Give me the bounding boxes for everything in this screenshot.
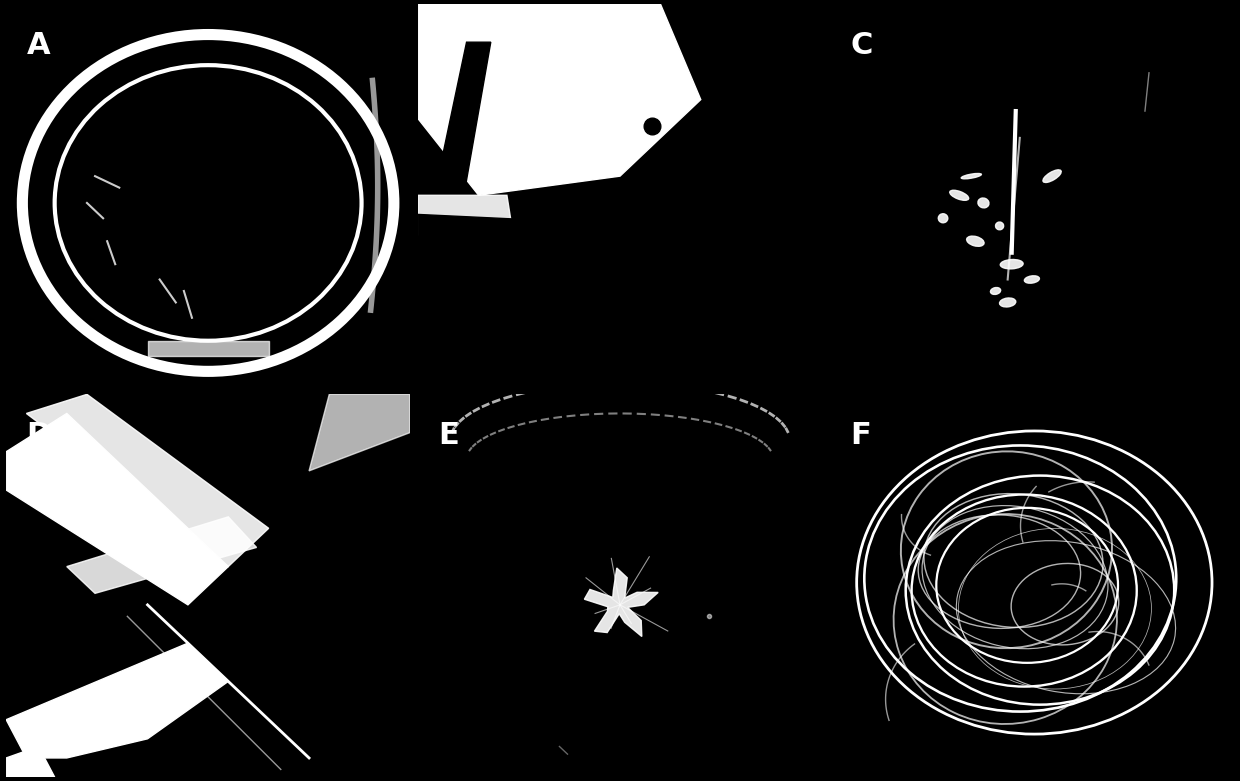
Polygon shape [418,42,491,272]
Ellipse shape [1001,259,1023,269]
Ellipse shape [996,222,1003,230]
Polygon shape [6,747,55,777]
Text: C: C [851,30,873,59]
Polygon shape [418,215,822,387]
Polygon shape [67,517,257,594]
Ellipse shape [939,214,947,223]
Text: B: B [438,30,461,59]
Polygon shape [26,394,269,566]
Text: E: E [438,421,459,450]
Polygon shape [6,643,228,758]
Ellipse shape [950,191,968,201]
Ellipse shape [961,173,981,179]
Ellipse shape [991,287,1001,294]
Polygon shape [418,195,520,310]
Ellipse shape [1043,169,1061,183]
Ellipse shape [999,298,1016,307]
Polygon shape [418,4,701,195]
Text: F: F [851,421,870,450]
Ellipse shape [978,198,990,208]
Polygon shape [6,413,228,604]
Ellipse shape [967,236,985,246]
Text: D: D [26,421,52,450]
Ellipse shape [1024,276,1039,284]
Polygon shape [418,241,466,387]
Polygon shape [584,568,658,637]
Polygon shape [309,394,410,471]
Text: A: A [26,30,50,59]
